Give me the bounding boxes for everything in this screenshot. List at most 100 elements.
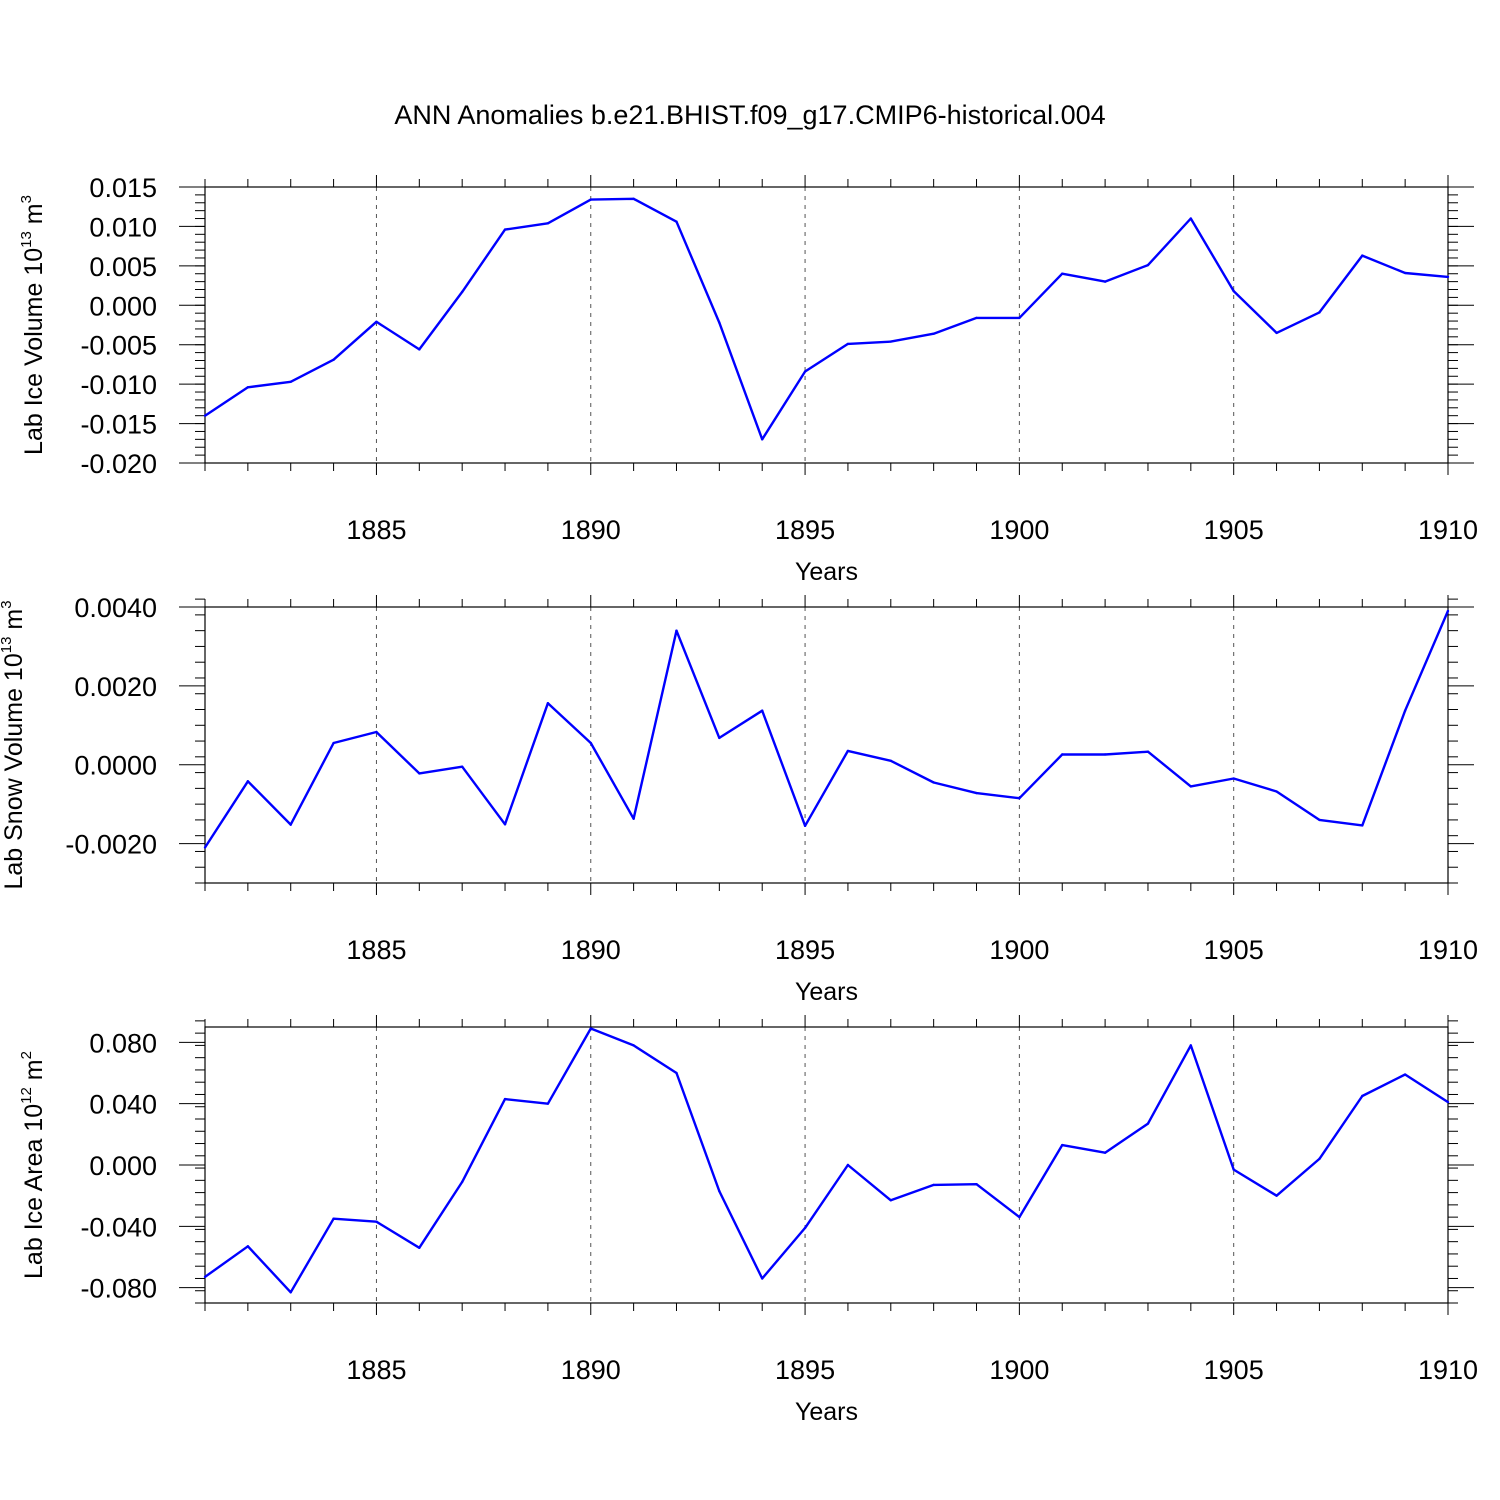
data-point <box>1103 753 1107 756</box>
data-point <box>289 380 292 383</box>
data-point <box>1146 750 1150 753</box>
data-point <box>1318 1157 1321 1161</box>
data-point <box>503 823 507 826</box>
y-tick-label: 0.010 <box>89 212 157 242</box>
x-tick-label: 1900 <box>989 935 1049 965</box>
data-point <box>1018 797 1021 800</box>
chart-panel-3: 0.080 0.040 0.000 -0.040 -0.080 1885 1890 1895 1… <box>18 1015 1478 1426</box>
y-tick-label: 0.0000 <box>74 751 157 781</box>
x-tick-label: 1885 <box>346 515 406 545</box>
data-point <box>718 1189 721 1193</box>
data-point <box>332 1217 335 1220</box>
y-axis-label: Lab Snow Volume 1013 m3 <box>0 600 28 889</box>
data-point <box>1403 271 1407 275</box>
data-point <box>1061 1143 1064 1147</box>
data-point <box>1403 709 1407 712</box>
y-axis-label-unit-exponent: 3 <box>0 600 15 608</box>
data-point <box>718 321 721 324</box>
x-tick-label: 1910 <box>1418 935 1478 965</box>
y-tick-label: 0.080 <box>89 1028 157 1058</box>
x-tick-label: 1890 <box>561 935 621 965</box>
data-point <box>1061 753 1064 756</box>
y-tick-label: -0.005 <box>80 331 157 361</box>
data-point <box>761 438 764 441</box>
data-point <box>1318 311 1321 314</box>
data-point <box>246 386 250 389</box>
data-point <box>503 228 507 231</box>
data-point <box>418 772 421 775</box>
data-point <box>375 1220 378 1223</box>
data-point <box>589 741 592 745</box>
data-point <box>460 290 464 294</box>
chart-panel-2: 0.0040 0.0020 0.0000 -0.0020 1885 1890 1895 190… <box>0 593 1478 1006</box>
data-point <box>1232 289 1235 293</box>
data-point <box>803 1226 807 1230</box>
data-point <box>246 780 250 783</box>
data-point <box>761 709 764 712</box>
figure-title: ANN Anomalies b.e21.BHIST.f09_g17.CMIP6-… <box>394 100 1105 130</box>
x-tick-label: 1905 <box>1204 515 1264 545</box>
x-tick-label: 1895 <box>775 1355 835 1385</box>
data-point <box>889 759 892 762</box>
data-point <box>203 414 207 417</box>
data-point <box>932 1183 935 1187</box>
data-point <box>1232 777 1235 780</box>
data-point <box>632 817 635 820</box>
data-point <box>803 370 807 373</box>
x-tick-label: 1900 <box>989 515 1049 545</box>
chart-panel-1: 0.015 0.010 0.005 0.000 -0.005 -0.010 -0.015 -0… <box>18 173 1478 586</box>
y-tick-label: 0.005 <box>89 252 157 282</box>
plot-frame <box>204 1026 1449 1304</box>
data-point <box>1446 275 1450 279</box>
x-tick-label: 1910 <box>1418 515 1478 545</box>
x-axis-label: Years <box>795 1398 858 1426</box>
y-axis-label-unit-exponent: 2 <box>18 1051 35 1059</box>
data-point <box>1275 1194 1278 1197</box>
data-point <box>1318 818 1321 822</box>
x-tick-label: 1905 <box>1204 1355 1264 1385</box>
data-point <box>246 1245 250 1248</box>
data-point <box>675 629 678 632</box>
x-tick-label: 1900 <box>989 1355 1049 1385</box>
data-point <box>332 358 335 361</box>
data-point <box>889 1199 892 1202</box>
y-axis-label-exponent: 12 <box>18 1087 35 1104</box>
data-point <box>203 1275 207 1279</box>
data-point <box>1189 1044 1193 1047</box>
y-tick-label: 0.040 <box>89 1090 157 1120</box>
y-tick-label: 0.000 <box>89 1151 157 1181</box>
data-point <box>1403 1073 1407 1076</box>
data-point <box>975 316 978 320</box>
y-axis-label-unit: m <box>0 609 28 637</box>
data-point <box>332 741 335 745</box>
y-axis-label-exponent: 13 <box>0 637 15 654</box>
y-tick-label: -0.015 <box>80 410 157 440</box>
y-tick-label: 0.0020 <box>74 672 157 702</box>
x-axis-label: Years <box>795 978 858 1006</box>
data-point <box>546 222 550 225</box>
data-point <box>932 781 935 784</box>
y-axis-label-unit: m <box>20 203 48 231</box>
y-axis-label: Lab Ice Area 1012 m2 <box>18 1051 48 1279</box>
data-point <box>889 340 892 343</box>
data-point <box>975 1182 978 1186</box>
data-point <box>289 1291 292 1294</box>
data-point <box>1361 824 1364 827</box>
y-tick-label: 0.015 <box>89 173 157 203</box>
data-point <box>418 1246 421 1250</box>
y-axis-label-text: Lab Snow Volume 10 <box>0 653 28 889</box>
y-tick-label: -0.040 <box>80 1212 157 1242</box>
data-point <box>632 1044 635 1047</box>
data-point <box>1232 1168 1235 1171</box>
x-axis-label: Years <box>795 558 858 586</box>
x-tick-label: 1895 <box>775 515 835 545</box>
data-point <box>1103 1151 1107 1154</box>
x-tick-label: 1885 <box>346 935 406 965</box>
data-point <box>1189 785 1193 788</box>
y-tick-label: -0.020 <box>80 449 157 479</box>
data-point <box>375 320 378 324</box>
data-point <box>589 198 592 201</box>
plot-frame <box>204 606 1449 884</box>
data-point <box>546 1102 550 1105</box>
